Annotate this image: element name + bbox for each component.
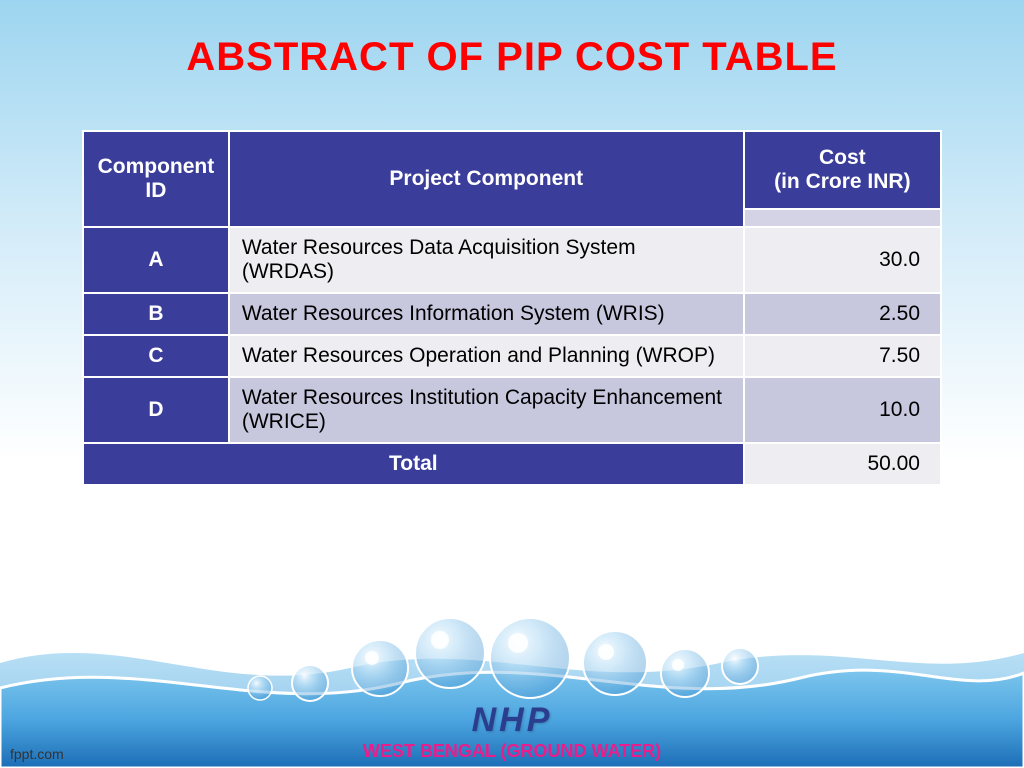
bubble-icon	[415, 618, 485, 688]
cell-id: A	[83, 227, 229, 293]
total-label: Total	[83, 443, 744, 485]
cell-cost: 2.50	[744, 293, 941, 335]
bubble-icon	[661, 649, 709, 697]
page-title: ABSTRACT OF PIP COST TABLE	[0, 0, 1024, 80]
table-row: D Water Resources Institution Capacity E…	[83, 377, 941, 443]
header-cost: Cost (in Crore INR)	[744, 131, 941, 209]
table-header-row: Component ID Project Component Cost (in …	[83, 131, 941, 209]
header-cost-line2: (in Crore INR)	[774, 170, 911, 193]
cell-component: Water Resources Data Acquisition System …	[229, 227, 744, 293]
bubble-icon	[722, 648, 758, 684]
watermark: fppt.com	[10, 746, 64, 762]
cell-component: Water Resources Operation and Planning (…	[229, 335, 744, 377]
bubble-icon	[352, 640, 408, 696]
header-cost-line1: Cost	[819, 146, 866, 169]
cost-table: Component ID Project Component Cost (in …	[82, 130, 942, 486]
bubble-icon	[248, 676, 272, 700]
bubble-icon	[583, 631, 647, 695]
cost-table-container: Component ID Project Component Cost (in …	[82, 130, 942, 486]
cell-cost: 10.0	[744, 377, 941, 443]
subtitle: WEST BENGAL (GROUND WATER)	[0, 741, 1024, 762]
cell-cost: 7.50	[744, 335, 941, 377]
total-value: 50.00	[744, 443, 941, 485]
table-row: B Water Resources Information System (WR…	[83, 293, 941, 335]
cell-component: Water Resources Information System (WRIS…	[229, 293, 744, 335]
logo-area: NHP	[0, 701, 1024, 740]
header-cost-blank	[744, 209, 941, 227]
header-component-id: Component ID	[83, 131, 229, 227]
cell-id: C	[83, 335, 229, 377]
cell-id: B	[83, 293, 229, 335]
table-total-row: Total 50.00	[83, 443, 941, 485]
bubble-icon	[490, 618, 570, 698]
table-row: A Water Resources Data Acquisition Syste…	[83, 227, 941, 293]
header-project-component: Project Component	[229, 131, 744, 227]
table-row: C Water Resources Operation and Planning…	[83, 335, 941, 377]
cell-id: D	[83, 377, 229, 443]
cell-cost: 30.0	[744, 227, 941, 293]
bubble-icon	[292, 665, 328, 701]
cell-component: Water Resources Institution Capacity Enh…	[229, 377, 744, 443]
nhp-logo: NHP	[472, 701, 553, 739]
